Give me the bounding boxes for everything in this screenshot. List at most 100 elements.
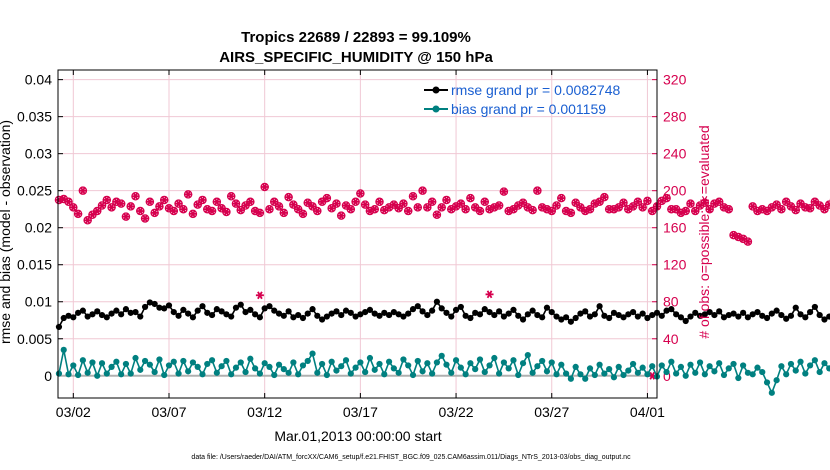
rmse-point — [673, 311, 680, 318]
star-stroke — [568, 208, 574, 217]
obs-evaluated-marker — [638, 203, 647, 212]
star-stroke — [151, 208, 158, 217]
obs-evaluated-marker — [672, 205, 681, 214]
bias-point — [577, 371, 584, 378]
star-stroke — [290, 200, 297, 209]
obs-evaluated-marker — [614, 203, 623, 212]
star-stroke — [788, 202, 794, 211]
star-stroke — [257, 291, 263, 300]
obs-evaluated-marker — [246, 197, 255, 206]
rmse-point — [625, 311, 632, 318]
y-right-tick-label: 0 — [663, 368, 671, 384]
bias-point — [433, 359, 441, 366]
star-stroke — [716, 197, 722, 206]
bias-series — [55, 346, 830, 396]
star-stroke — [778, 205, 785, 214]
obs-evaluated-marker — [69, 203, 78, 212]
rmse-point — [735, 313, 742, 320]
bias-point — [519, 360, 527, 367]
rmse-point — [797, 311, 804, 318]
bias-point — [692, 369, 699, 376]
rmse-point — [232, 304, 240, 311]
bias-point — [400, 356, 407, 363]
rmse-point — [706, 309, 713, 316]
star-stroke — [783, 197, 789, 206]
obs-evaluated-marker — [303, 198, 312, 207]
star-stroke — [180, 205, 187, 214]
rmse-point — [634, 313, 641, 320]
bias-point — [256, 370, 263, 377]
star-stroke — [467, 194, 474, 203]
rmse-point — [400, 313, 407, 320]
star-stroke — [539, 203, 545, 212]
bias-point — [137, 366, 144, 373]
bias-point — [295, 371, 302, 378]
bias-point — [275, 361, 283, 368]
rmse-point — [505, 310, 512, 317]
star-stroke — [300, 209, 306, 218]
bias-point — [98, 360, 106, 367]
bias-point — [180, 357, 187, 365]
rmse-point — [806, 309, 814, 316]
star-stroke — [510, 205, 517, 214]
rmse-point — [472, 309, 479, 316]
obs-evaluated-marker — [375, 197, 384, 206]
obs-evaluated-marker — [748, 202, 757, 211]
rmse-point — [132, 309, 139, 316]
obs-evaluated-marker — [174, 199, 183, 208]
obs-evaluated-marker — [145, 197, 154, 206]
bias-point — [280, 366, 287, 373]
bias-point — [328, 358, 335, 365]
star-stroke — [424, 203, 431, 212]
bias-point — [682, 372, 689, 379]
obs-evaluated-marker — [428, 197, 437, 206]
obs-evaluated-marker — [308, 202, 317, 211]
rmse-point — [802, 314, 809, 321]
obs-evaluated-marker — [495, 201, 504, 210]
x-tick-label: 04/01 — [630, 404, 665, 420]
rmse-point — [429, 307, 436, 314]
obs-evaluated-marker — [681, 207, 690, 215]
obs-evaluated-marker — [499, 187, 508, 196]
star-stroke — [692, 207, 699, 215]
star-stroke — [257, 208, 263, 217]
bias-point — [70, 362, 77, 369]
bias-point — [366, 354, 374, 362]
star-stroke — [792, 206, 799, 215]
bias-point — [826, 365, 830, 372]
bias-point — [716, 360, 723, 367]
obs-evaluated-marker — [586, 205, 595, 214]
star-stroke — [682, 207, 689, 215]
obs-evaluated-marker — [595, 197, 604, 206]
bias-point — [591, 371, 598, 379]
star-stroke — [127, 202, 134, 211]
rmse-point — [701, 311, 708, 318]
bias-point — [314, 369, 321, 376]
obs-evaluated-marker — [361, 200, 370, 209]
bias-point — [362, 368, 369, 376]
star-stroke — [218, 204, 225, 213]
star-stroke — [348, 205, 354, 214]
bias-point — [735, 374, 742, 382]
obs-evaluated-marker — [466, 194, 475, 203]
star-stroke — [596, 197, 603, 206]
bias-point — [792, 367, 799, 374]
obs-evaluated-marker — [131, 192, 140, 201]
obs-evaluated-marker — [198, 196, 207, 204]
obs-evaluated-marker — [294, 205, 303, 214]
rmse-point — [582, 308, 589, 315]
bias-point — [701, 371, 708, 378]
rmse-point — [79, 307, 86, 314]
rmse-point — [309, 306, 316, 313]
bias-point — [706, 363, 713, 370]
bias-point — [720, 371, 728, 379]
obs-evaluated-marker — [289, 200, 298, 209]
star-stroke — [395, 204, 402, 213]
bias-point — [304, 357, 311, 365]
bias-point — [768, 389, 775, 396]
rmse-point — [486, 309, 493, 316]
star-stroke — [391, 200, 397, 209]
x-tick-label: 03/17 — [343, 404, 378, 420]
obs-evaluated-marker — [136, 207, 145, 215]
bias-point — [414, 357, 421, 365]
